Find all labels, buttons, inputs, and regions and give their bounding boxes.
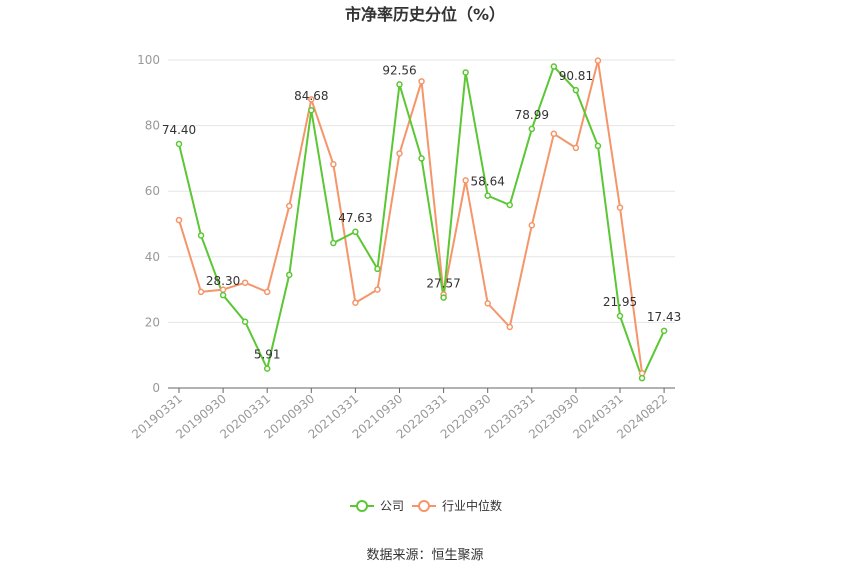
data-point xyxy=(528,222,536,229)
legend-marker xyxy=(418,500,430,512)
data-point xyxy=(330,161,337,168)
data-point xyxy=(594,57,602,64)
legend[interactable]: 公司 行业中位数 xyxy=(350,498,502,513)
data-point xyxy=(550,63,558,70)
data-label: 90.81 xyxy=(559,69,593,83)
data-label: 27.57 xyxy=(426,277,460,291)
data-label: 47.63 xyxy=(338,211,372,225)
data-point xyxy=(418,78,425,85)
data-point xyxy=(352,299,359,306)
series-line-0 xyxy=(178,65,666,380)
data-point xyxy=(374,265,381,273)
data-point xyxy=(506,201,513,209)
data-point xyxy=(396,150,403,157)
data-point xyxy=(660,327,668,335)
data-label: 17.43 xyxy=(647,310,681,324)
data-point xyxy=(308,106,315,114)
legend-marker xyxy=(356,500,368,512)
legend-item-0[interactable]: 公司 xyxy=(350,499,404,513)
data-point xyxy=(440,294,447,301)
data-point xyxy=(330,239,337,247)
data-point xyxy=(462,69,469,76)
data-point xyxy=(219,291,227,299)
data-label: 28.30 xyxy=(206,274,240,288)
data-point xyxy=(594,142,602,150)
data-point xyxy=(572,86,580,94)
y-tick-label: 20 xyxy=(145,315,160,329)
data-point xyxy=(308,96,315,103)
data-labels: 74.40 28.30 5.91 84.68 47.63 92.56 27.57 58.64 7… xyxy=(162,63,681,361)
data-label: 58.64 xyxy=(471,175,505,189)
y-tick-label: 0 xyxy=(152,381,160,395)
data-point xyxy=(528,125,536,133)
x-axis: 2019033120190930202003312020093020210331… xyxy=(129,387,675,442)
data-point xyxy=(572,144,580,152)
y-axis-ticks: 0 20 40 60 80 100 xyxy=(137,53,160,395)
data-label: 21.95 xyxy=(603,295,637,309)
series-line-1 xyxy=(178,59,644,374)
data-point xyxy=(175,216,183,224)
y-tick-label: 80 xyxy=(145,119,160,133)
data-point xyxy=(418,155,425,162)
data-point xyxy=(374,286,381,293)
data-source: 数据来源：恒生聚源 xyxy=(366,548,483,563)
data-point xyxy=(197,288,205,296)
y-tick-label: 60 xyxy=(145,184,160,198)
data-point xyxy=(241,318,249,325)
data-point xyxy=(396,81,403,88)
data-point xyxy=(638,374,646,382)
legend-label: 公司 xyxy=(380,499,404,513)
series-lines xyxy=(178,59,666,380)
y-tick-label: 40 xyxy=(145,250,160,264)
legend-item-1[interactable]: 行业中位数 xyxy=(412,498,502,513)
data-point xyxy=(175,140,183,148)
data-point xyxy=(484,192,491,199)
chart-title: 市净率历史分位（%） xyxy=(345,5,505,24)
y-tick-label: 100 xyxy=(137,53,160,67)
data-label: 84.68 xyxy=(294,89,328,103)
data-label: 92.56 xyxy=(382,63,416,77)
data-point xyxy=(263,365,271,372)
data-label: 5.91 xyxy=(254,348,281,362)
series-points xyxy=(175,57,668,382)
data-point xyxy=(484,300,491,307)
data-point xyxy=(462,177,469,184)
data-point xyxy=(616,312,624,320)
data-point xyxy=(197,232,205,239)
data-label: 74.40 xyxy=(162,123,196,137)
data-point xyxy=(263,288,271,296)
data-point xyxy=(550,130,558,138)
data-label: 78.99 xyxy=(515,108,549,122)
data-point xyxy=(286,271,293,279)
data-point xyxy=(352,228,359,236)
legend-label: 行业中位数 xyxy=(442,498,502,513)
data-point xyxy=(506,323,513,331)
data-point xyxy=(616,204,624,211)
data-point xyxy=(241,279,249,286)
data-point xyxy=(286,202,293,210)
